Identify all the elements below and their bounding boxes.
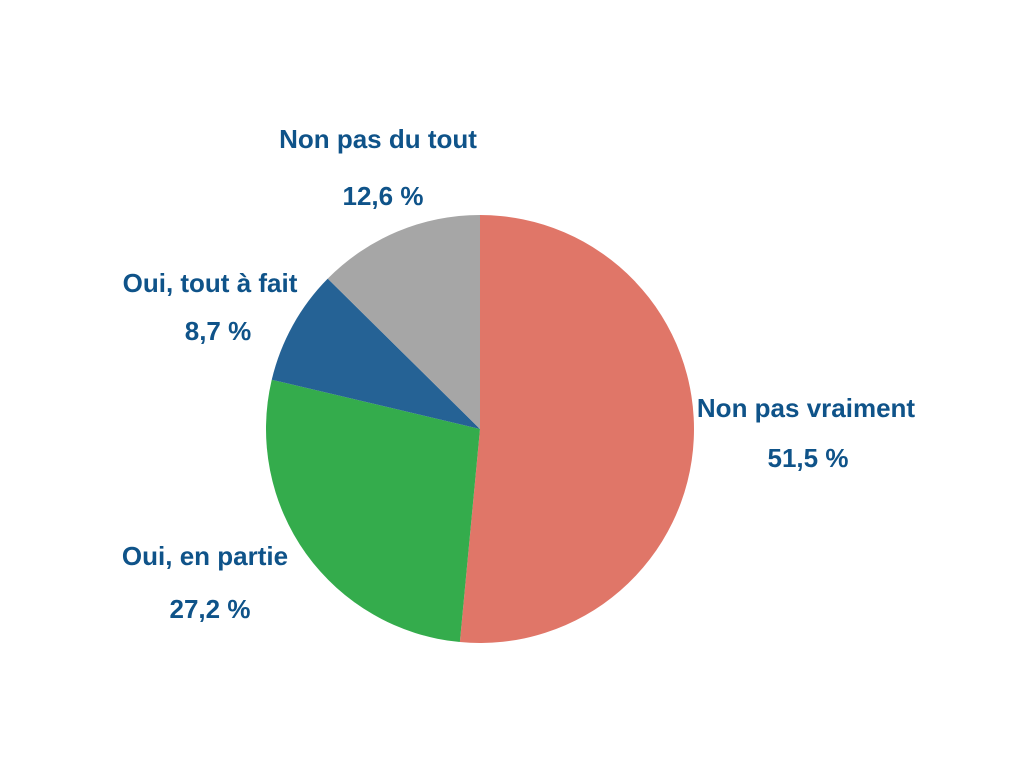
pie-slice — [265, 379, 480, 643]
value-label: 8,7 % — [185, 316, 252, 346]
slice-label: Non pas vraiment — [697, 393, 916, 423]
slice-label: Oui, tout à fait — [123, 268, 298, 298]
value-label: 27,2 % — [170, 594, 251, 624]
slice-label: Oui, en partie — [122, 541, 288, 571]
pie-slice — [271, 278, 480, 429]
slice-label: Non pas du tout — [279, 124, 477, 154]
pie-slice — [459, 215, 695, 643]
pie-slice — [327, 215, 480, 429]
value-label: 51,5 % — [768, 443, 849, 473]
value-label: 12,6 % — [343, 181, 424, 211]
